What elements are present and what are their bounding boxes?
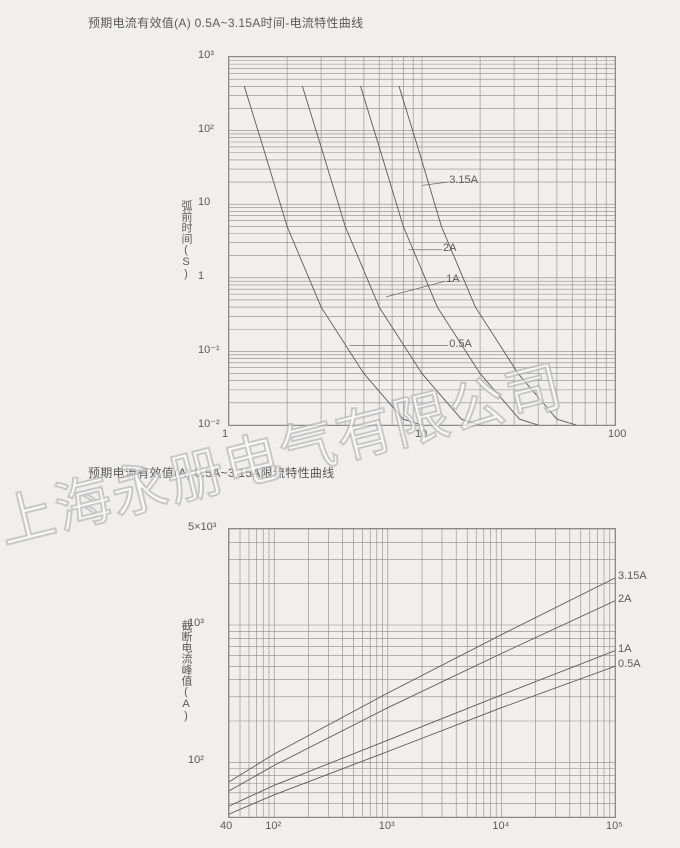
x-tick: 10² xyxy=(265,820,281,832)
y-tick: 10² xyxy=(188,754,204,766)
y-tick: 5×10³ xyxy=(188,521,216,533)
curve-label-0.5A: 0.5A xyxy=(618,658,641,670)
curve-label-2A: 2A xyxy=(443,242,456,254)
x-tick: 100 xyxy=(608,428,626,440)
x-tick: 10³ xyxy=(379,820,395,832)
y-tick: 10⁻² xyxy=(198,417,220,430)
chart2-ylabel: 截断电流峰值(A) xyxy=(178,620,194,722)
y-tick: 1 xyxy=(198,270,204,282)
y-tick: 10 xyxy=(198,196,210,208)
y-tick: 10³ xyxy=(188,617,204,629)
x-tick: 10⁵ xyxy=(606,820,623,832)
y-tick: 10³ xyxy=(198,49,214,61)
chart2-title: 预期电流有效值(A) 0.5A~3.15A限流特性曲线 xyxy=(88,464,334,481)
curve-label-1A: 1A xyxy=(446,273,459,285)
x-tick: 10 xyxy=(415,428,427,440)
x-tick: 40 xyxy=(220,820,232,832)
chart1-ylabel: 弧前时间(S) xyxy=(178,200,194,280)
x-tick: 10⁴ xyxy=(492,820,509,832)
curve-label-3.15A: 3.15A xyxy=(618,570,647,582)
curve-label-1A: 1A xyxy=(618,643,631,655)
y-tick: 10² xyxy=(198,123,214,135)
curve-label-0.5A: 0.5A xyxy=(449,338,472,350)
chart1-title: 预期电流有效值(A) 0.5A~3.15A时间-电流特性曲线 xyxy=(88,14,363,31)
chart1-plot xyxy=(228,56,616,426)
chart2-plot xyxy=(228,528,616,818)
x-tick: 1 xyxy=(222,428,228,440)
y-tick: 10⁻¹ xyxy=(198,343,220,356)
curve-label-2A: 2A xyxy=(618,593,631,605)
curve-label-3.15A: 3.15A xyxy=(449,174,478,186)
